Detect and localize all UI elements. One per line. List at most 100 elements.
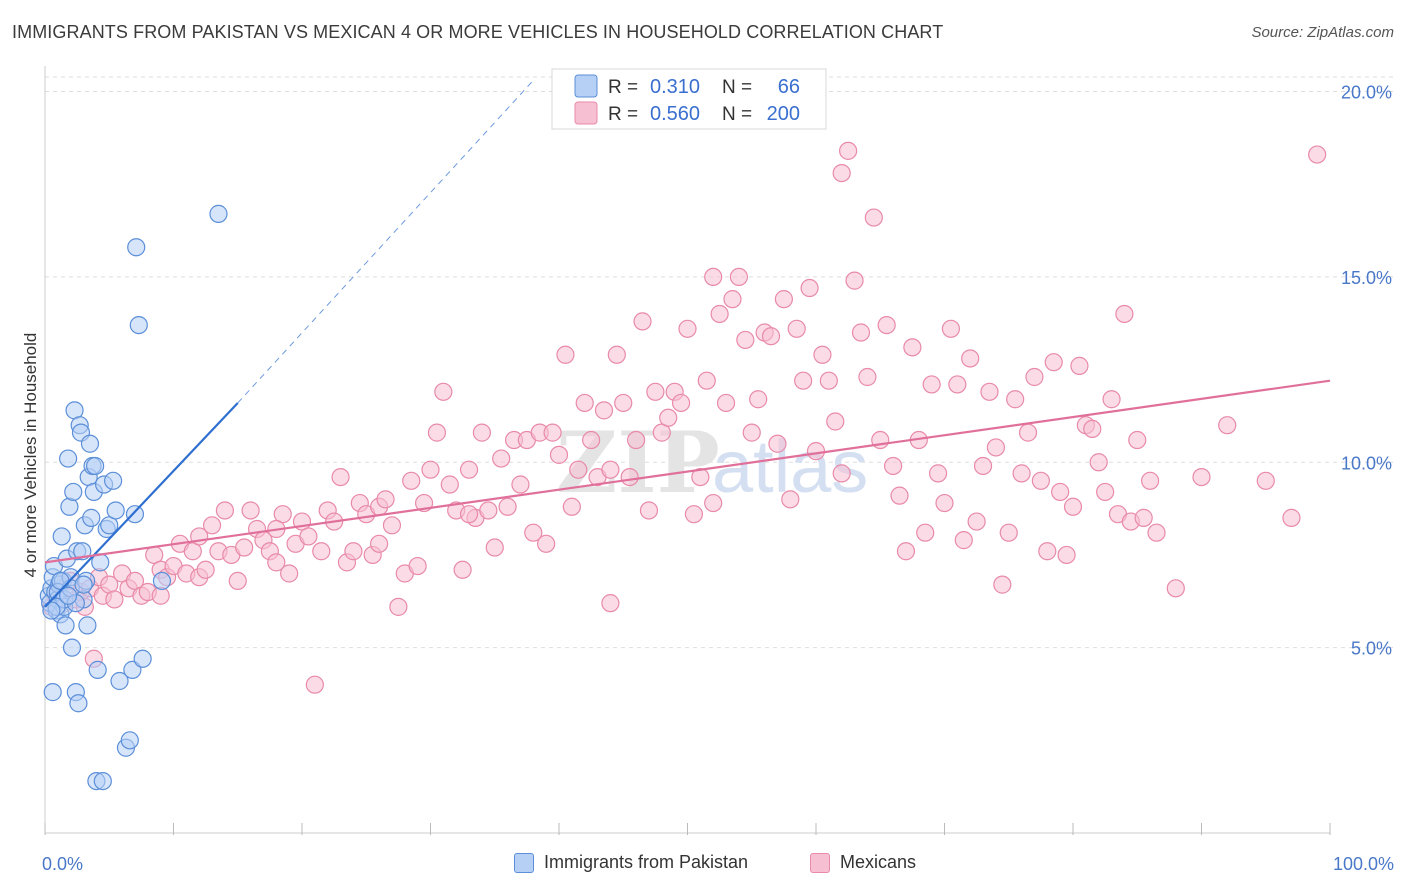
mexicans-point — [459, 505, 479, 524]
mexicans-point — [858, 367, 877, 387]
legend-r-value: 0.310 — [650, 76, 700, 98]
mexicans-point — [620, 467, 639, 487]
pakistan-point — [110, 671, 129, 691]
mexicans-point — [626, 430, 646, 450]
legend-label-mexicans: Mexicans — [840, 852, 917, 872]
mexicans-point — [1096, 482, 1115, 502]
mexicans-point — [851, 323, 871, 342]
legend-r-label: R = — [608, 104, 638, 125]
mexicans-point — [710, 304, 729, 324]
legend-item-mexicans: Mexicans — [810, 852, 916, 873]
mexicans-point — [736, 330, 755, 350]
mexicans-point — [556, 345, 575, 364]
pakistan-point — [86, 456, 105, 476]
mexicans-point — [1025, 367, 1044, 387]
mexicans-point — [479, 501, 498, 520]
mexicans-point — [601, 594, 620, 613]
mexicans-point — [704, 267, 723, 287]
mexicans-point — [729, 267, 749, 287]
mexicans-point — [639, 501, 659, 520]
pakistan-point — [78, 616, 97, 635]
pakistan-point — [133, 649, 152, 668]
pakistan-point — [74, 575, 93, 594]
mexicans-point — [1083, 419, 1102, 439]
mexicans-point — [105, 590, 124, 609]
mexicans-point — [678, 319, 697, 338]
mexicans-point — [1057, 545, 1076, 565]
mexicans-point — [954, 531, 973, 550]
pakistan-point — [60, 497, 79, 516]
mexicans-point — [813, 345, 832, 364]
mexicans-point — [472, 423, 491, 442]
mexicans-point — [742, 423, 761, 442]
pakistan-point — [59, 586, 78, 605]
mexicans-trend-line — [44, 379, 1331, 564]
grid-lines — [45, 76, 1395, 649]
legend-swatch-mexicans — [810, 852, 830, 873]
mexicans-point — [267, 553, 286, 572]
mexicans-point — [511, 475, 530, 494]
pakistan-points — [39, 204, 228, 791]
pakistan-point — [88, 660, 107, 679]
mexicans-point — [485, 538, 504, 557]
trend-lines — [44, 80, 1331, 608]
pakistan-point — [42, 601, 61, 620]
mexicans-point — [941, 319, 961, 338]
pakistan-point — [127, 238, 146, 257]
mexicans-point — [235, 538, 254, 557]
mexicans-point — [607, 345, 626, 364]
legend-n-label: N = — [722, 104, 752, 125]
mexicans-point — [1147, 523, 1166, 542]
mexicans-point — [928, 464, 948, 483]
mexicans-point — [594, 401, 614, 420]
mexicans-point — [1063, 497, 1083, 516]
mexicans-point — [1018, 423, 1038, 442]
pakistan-point — [69, 694, 88, 713]
mexicans-point — [459, 460, 479, 479]
mexicans-points — [42, 141, 1327, 694]
mexicans-point — [1128, 430, 1147, 450]
mexicans-point — [794, 371, 813, 390]
mexicans-point — [421, 460, 440, 479]
pakistan-point — [80, 434, 100, 453]
pakistan-point — [43, 683, 62, 702]
y-axis-label: 4 or more Vehicles in Household — [21, 333, 40, 578]
mexicans-point — [980, 382, 999, 401]
mexicans-point — [1192, 467, 1211, 487]
mexicans-point — [999, 523, 1018, 542]
legend-swatch-pakistan — [574, 74, 598, 98]
pakistan-point — [209, 204, 228, 223]
mexicans-point — [1308, 145, 1327, 164]
mexicans-point — [922, 375, 941, 394]
mexicans-point — [832, 163, 851, 183]
mexicans-point — [1070, 356, 1089, 375]
mexicans-point — [202, 516, 222, 535]
pakistan-trend-line — [44, 402, 239, 608]
mexicans-point — [382, 516, 402, 535]
mexicans-point — [973, 456, 993, 476]
mexicans-point — [935, 493, 954, 513]
mexicans-point — [1089, 453, 1108, 472]
mexicans-point — [961, 349, 980, 368]
x-tick-label: 0.0% — [42, 854, 83, 874]
mexicans-point — [986, 438, 1006, 457]
chart-title: IMMIGRANTS FROM PAKISTAN VS MEXICAN 4 OR… — [12, 22, 944, 42]
mexicans-point — [498, 497, 517, 516]
mexicans-point — [633, 312, 652, 331]
mexicans-point — [916, 523, 935, 542]
mexicans-point — [890, 486, 909, 505]
mexicans-point — [582, 430, 601, 450]
mexicans-point — [787, 319, 806, 338]
pakistan-point — [152, 571, 172, 591]
pakistan-point — [125, 505, 145, 524]
mexicans-point — [543, 423, 562, 442]
source-label: Source: ZipAtlas.com — [1251, 24, 1394, 41]
mexicans-point — [1012, 464, 1031, 483]
mexicans-point — [408, 556, 427, 576]
pakistan-point — [64, 482, 83, 502]
mexicans-point — [305, 675, 324, 694]
mexicans-point — [768, 434, 787, 453]
y-tick-label: 20.0% — [1341, 83, 1392, 103]
mexicans-point — [1218, 416, 1237, 435]
mexicans-point — [864, 208, 883, 227]
